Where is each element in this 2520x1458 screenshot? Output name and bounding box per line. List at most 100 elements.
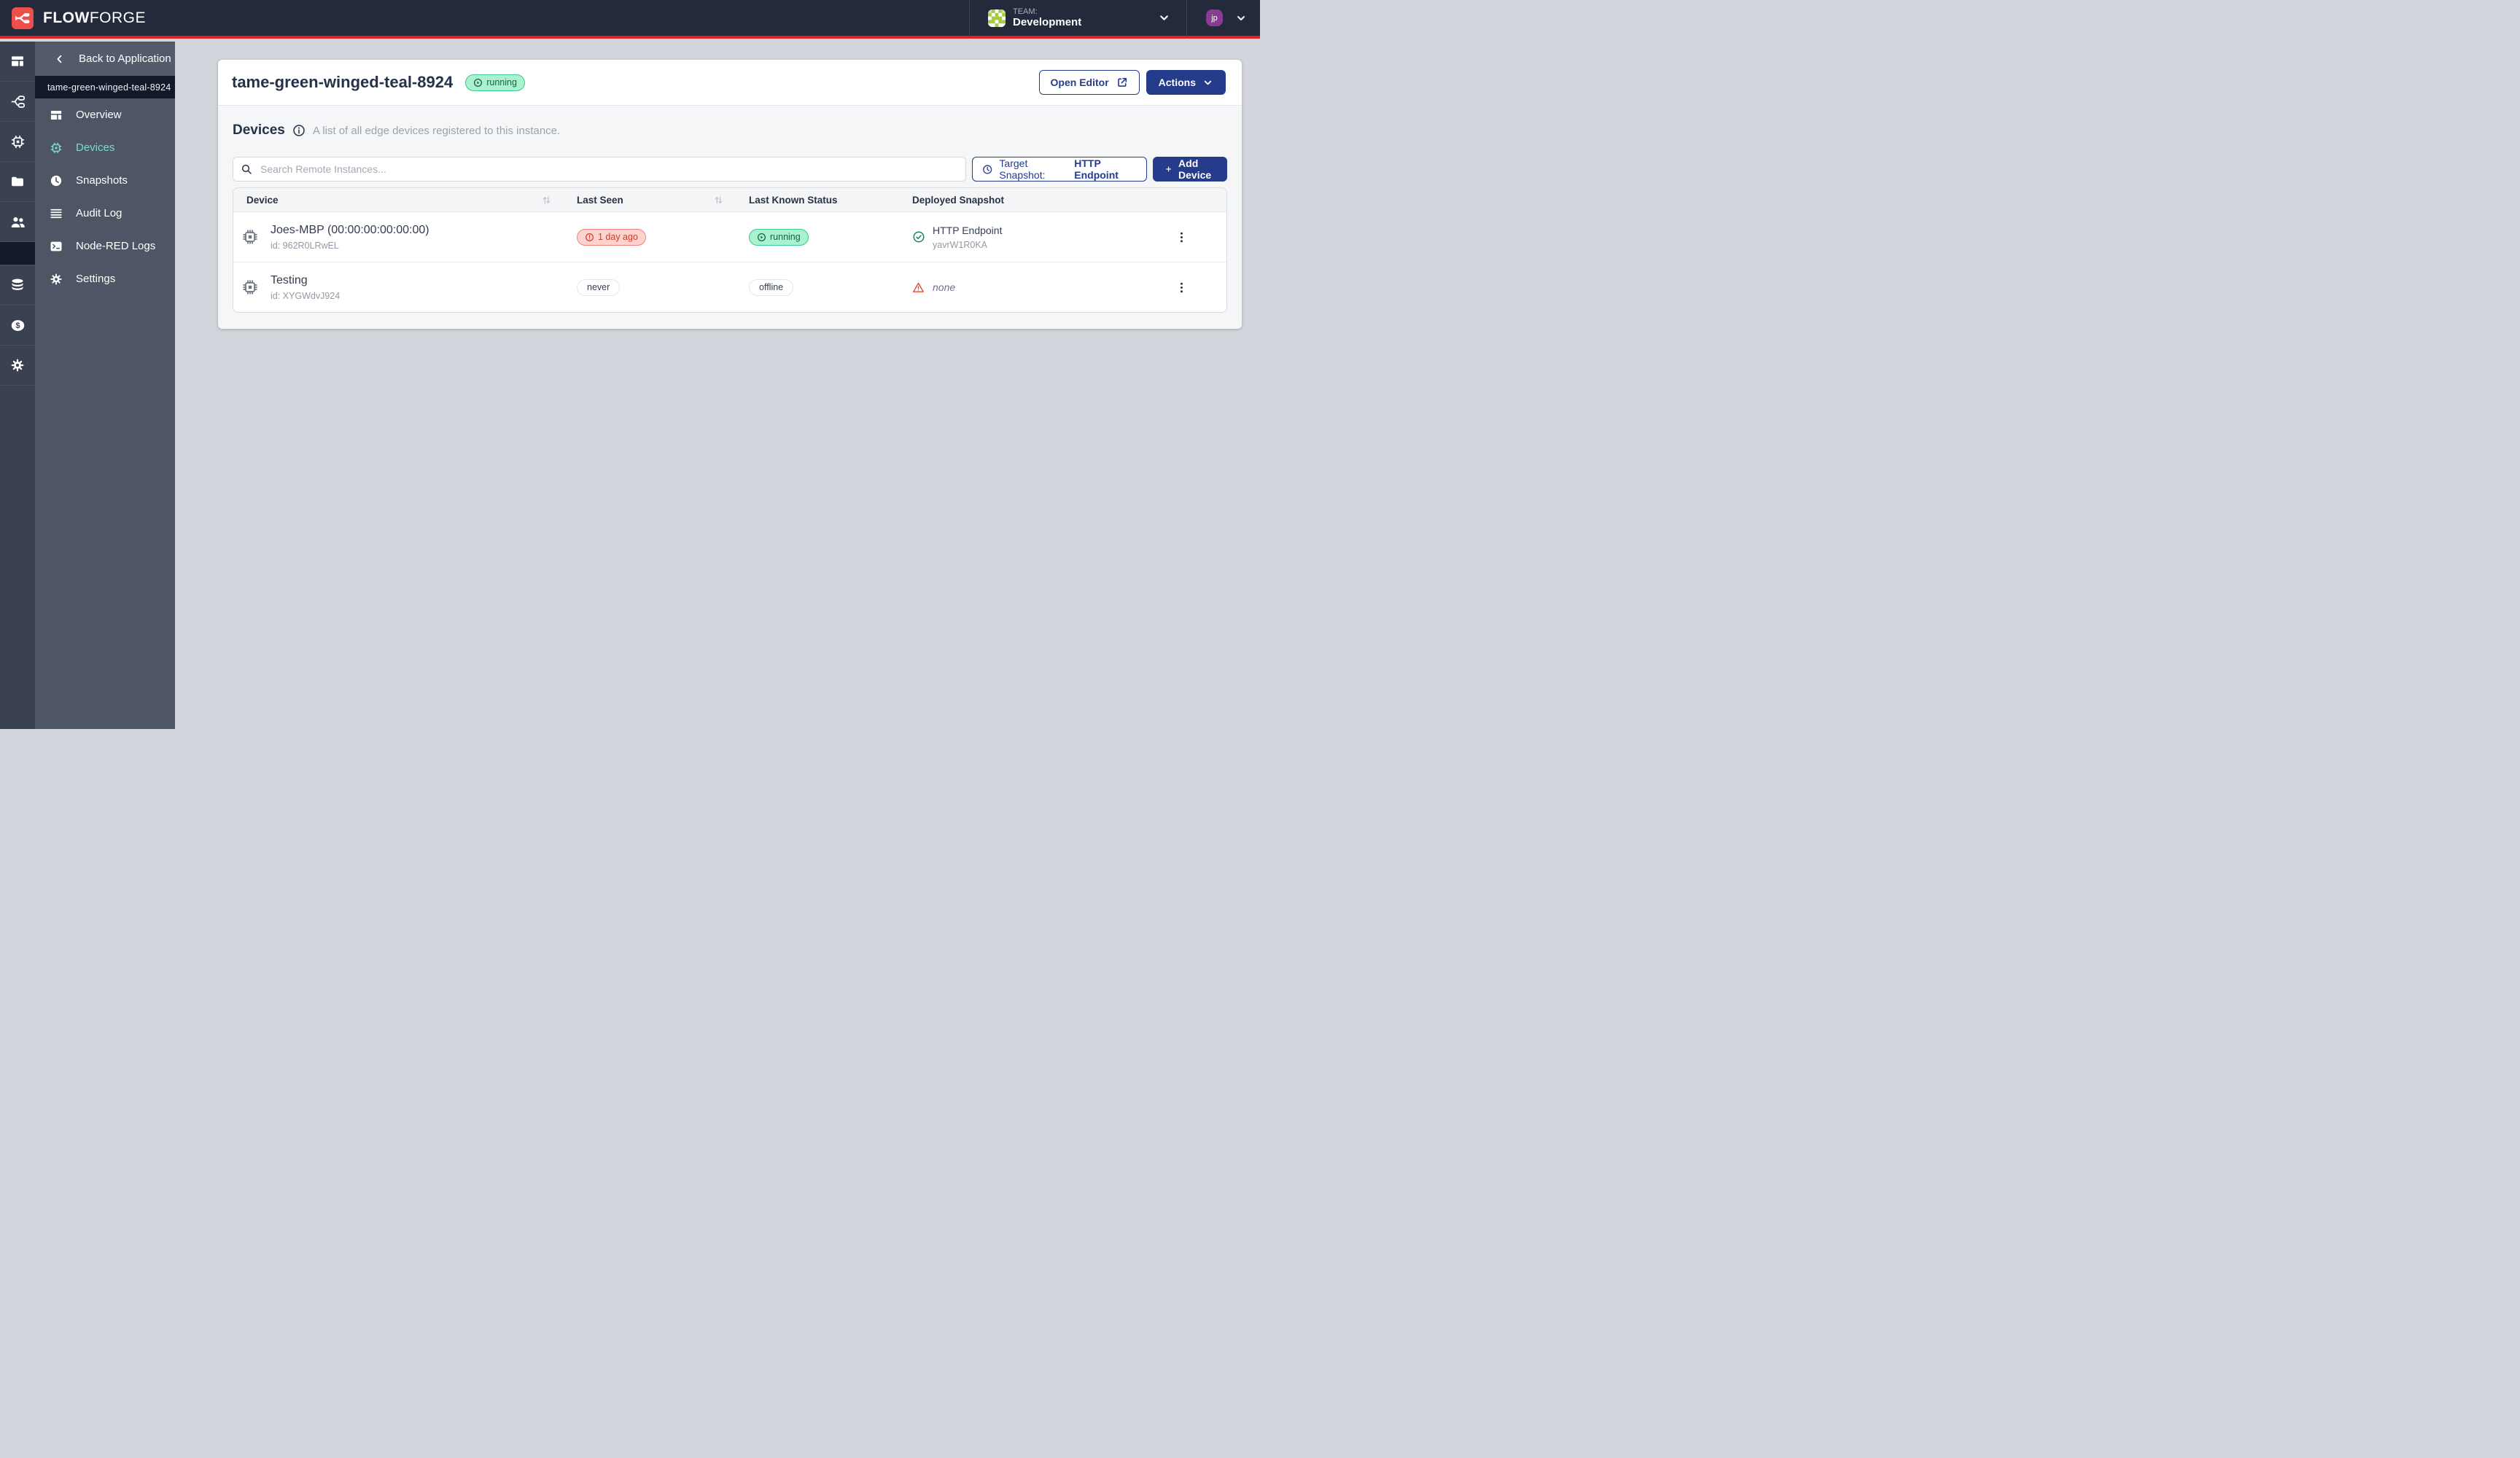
brand-light: FORGE (89, 9, 146, 26)
pipelines-icon (11, 95, 25, 108)
chevron-down-icon (1204, 80, 1212, 85)
brand-bold: FLOW (43, 9, 90, 26)
dollar-icon: $ (11, 319, 24, 331)
section-title: Devices (233, 122, 285, 138)
devices-section: Devices A list of all edge devices regis… (218, 105, 1242, 329)
sidebar-item-label: Audit Log (76, 207, 122, 219)
search-box (233, 157, 966, 182)
search-input[interactable] (233, 157, 966, 182)
header-divider (969, 0, 970, 37)
team-chevron-down-icon (1158, 12, 1170, 24)
column-header-deployed-snapshot[interactable]: Deployed Snapshot (912, 194, 1005, 206)
clock-icon (983, 164, 992, 174)
flowforge-logo-icon[interactable] (12, 7, 34, 29)
device-name: Joes-MBP (00:00:00:00:00:00) (271, 224, 429, 237)
sort-icon[interactable] (713, 195, 724, 206)
snapshot-name: HTTP Endpoint (933, 225, 1003, 237)
info-icon[interactable] (292, 124, 306, 137)
kebab-menu-icon[interactable] (1171, 227, 1192, 248)
sidebar-item-label: Snapshots (76, 174, 128, 187)
device-row[interactable]: Testing id: XYGWdvJ924 never offline (233, 262, 1226, 312)
status-badge: offline (749, 278, 794, 296)
device-row[interactable]: Joes-MBP (00:00:00:00:00:00) id: 962R0LR… (233, 212, 1226, 262)
terminal-icon (50, 241, 62, 251)
warning-triangle-icon (913, 282, 924, 292)
rail-spacer (0, 242, 35, 265)
sidebar-item-node-red-logs[interactable]: Node-RED Logs (35, 230, 175, 262)
sidebar-item-snapshots[interactable]: Snapshots (35, 164, 175, 197)
sidebar-item-audit-log[interactable]: Audit Log (35, 197, 175, 230)
device-name: Testing (271, 274, 308, 287)
actions-button[interactable]: Actions (1146, 70, 1226, 95)
column-header-device[interactable]: Device (233, 188, 564, 211)
rail-item-data[interactable] (0, 265, 35, 305)
last-seen-cell: never (564, 278, 736, 296)
sidebar-item-label: Settings (76, 273, 116, 285)
plus-icon (1166, 166, 1171, 172)
device-cell[interactable]: Joes-MBP (00:00:00:00:00:00) id: 962R0LR… (233, 223, 564, 251)
clock-icon (50, 175, 62, 186)
folder-icon (12, 176, 23, 187)
team-selector[interactable]: TEAM: Development (970, 0, 1186, 36)
sidebar-item-label: Overview (76, 109, 122, 121)
team-avatar (988, 9, 1006, 27)
table-header-row: Device Last Seen L (233, 188, 1226, 212)
column-header-actions (1136, 188, 1226, 211)
snapshot-cell: HTTP Endpoint yavrW1R0KA (899, 224, 1136, 250)
rail-item-devices[interactable] (0, 122, 35, 162)
kebab-menu-icon[interactable] (1171, 277, 1192, 298)
sidebar-item-label: Devices (76, 141, 115, 154)
rail-item-members[interactable] (0, 202, 35, 242)
overview-icon (50, 110, 62, 120)
svg-text:$: $ (15, 321, 20, 330)
rail-item-settings[interactable] (0, 346, 35, 386)
gear-icon (11, 359, 24, 372)
back-to-application[interactable]: Back to Application (35, 42, 175, 76)
user-chevron-down-icon (1235, 12, 1247, 24)
sort-icon[interactable] (541, 195, 552, 206)
rail-item-billing[interactable]: $ (0, 305, 35, 346)
instance-panel: tame-green-winged-teal-8924 running Open… (218, 60, 1242, 329)
rail-item-pipelines[interactable] (0, 82, 35, 122)
device-id: id: 962R0LRwEL (271, 240, 339, 251)
check-circle-icon (913, 231, 925, 243)
device-id: id: XYGWdvJ924 (271, 290, 341, 301)
header-divider (1186, 0, 1187, 37)
sidebar-item-settings[interactable]: Settings (35, 262, 175, 295)
sidebar-item-overview[interactable]: Overview (35, 98, 175, 131)
chip-icon (50, 142, 62, 153)
target-snapshot-value: HTTP Endpoint (1074, 157, 1119, 181)
rail-item-library[interactable] (0, 162, 35, 202)
brand-wordmark: FLOW FORGE (43, 9, 146, 27)
chevron-left-icon (57, 55, 62, 63)
chip-icon (243, 280, 257, 295)
team-label: TEAM: (1013, 7, 1038, 16)
last-seen-badge: never (577, 278, 621, 296)
column-header-last-known-status[interactable]: Last Known Status (749, 194, 838, 206)
external-link-icon (1117, 77, 1127, 87)
row-actions-cell (1136, 227, 1226, 248)
instance-status-badge: running (465, 74, 525, 91)
play-circle-icon (474, 78, 483, 87)
rail-item-overview[interactable] (0, 42, 35, 82)
section-description: A list of all edge devices registered to… (312, 124, 561, 137)
column-header-last-seen[interactable]: Last Seen (564, 188, 736, 211)
sidebar-item-label: Node-RED Logs (76, 240, 156, 252)
database-icon (12, 278, 23, 290)
user-menu[interactable]: jp (1187, 0, 1247, 36)
sidebar-item-devices[interactable]: Devices (35, 131, 175, 164)
instance-name-bar: tame-green-winged-teal-8924 (35, 76, 175, 98)
target-snapshot-button[interactable]: Target Snapshot: HTTP Endpoint (972, 157, 1147, 182)
instance-name: tame-green-winged-teal-8924 (47, 82, 171, 93)
add-device-button[interactable]: Add Device (1152, 157, 1227, 182)
snapshot-name: none (933, 281, 956, 293)
team-name: Development (1013, 16, 1082, 29)
overview-icon (12, 56, 23, 66)
search-icon (241, 163, 252, 175)
device-cell[interactable]: Testing id: XYGWdvJ924 (233, 273, 564, 301)
snapshot-cell: none (899, 281, 1136, 294)
row-actions-cell (1136, 277, 1226, 298)
open-editor-button[interactable]: Open Editor (1038, 70, 1140, 95)
status-cell: running (736, 228, 899, 246)
devices-table: Device Last Seen L (233, 187, 1227, 313)
